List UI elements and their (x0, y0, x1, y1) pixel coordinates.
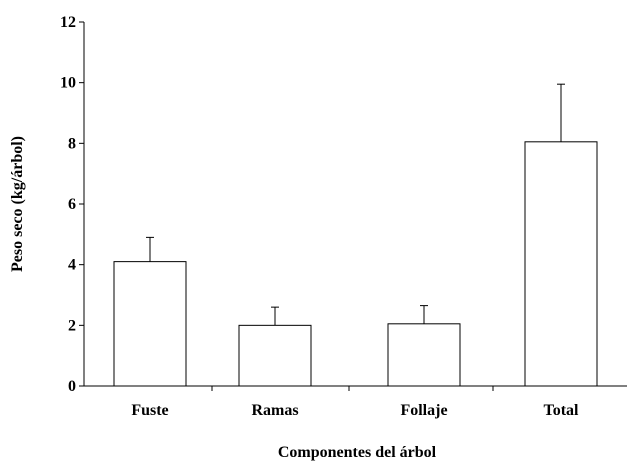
bar-fuste (113, 261, 187, 387)
y-axis-ticks: 0 2 4 6 8 10 12 (60, 14, 84, 395)
x-tick-label-follaje: Follaje (400, 402, 447, 419)
x-tick-label-fuste: Fuste (131, 402, 168, 419)
x-axis-title: Componentes del árbol (278, 444, 437, 461)
y-tick-label: 0 (68, 378, 76, 395)
bars (113, 141, 598, 387)
y-tick-label: 2 (68, 317, 76, 334)
error-bars (146, 83, 565, 326)
y-axis-title: Peso seco (kg/árbol) (9, 136, 26, 272)
y-tick-label: 6 (68, 196, 76, 213)
bar-total (524, 141, 598, 387)
y-tick-label: 12 (60, 14, 76, 31)
y-tick-label: 8 (68, 135, 76, 152)
y-tick-label: 4 (68, 257, 76, 274)
x-axis-tick-labels: Fuste Ramas Follaje Total (131, 402, 579, 419)
bar-ramas (238, 324, 312, 387)
y-tick-label: 10 (60, 75, 76, 92)
bar-follaje (387, 323, 461, 387)
x-tick-label-ramas: Ramas (251, 402, 298, 419)
x-tick-label-total: Total (544, 402, 580, 419)
